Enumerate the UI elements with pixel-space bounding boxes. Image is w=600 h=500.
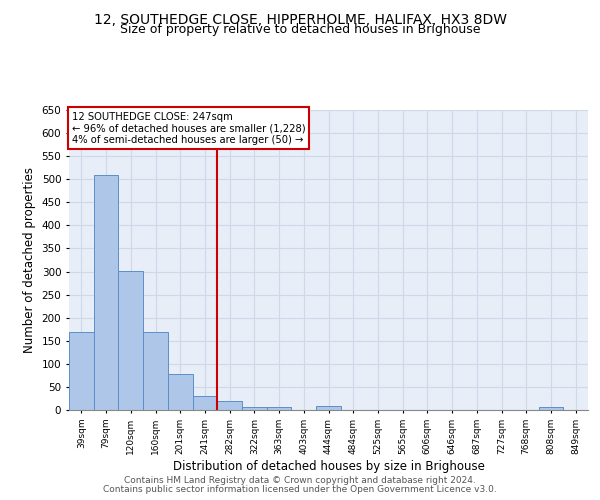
Bar	[168, 374, 193, 410]
Bar	[69, 332, 94, 410]
Y-axis label: Number of detached properties: Number of detached properties	[23, 167, 36, 353]
Bar	[267, 407, 292, 410]
Text: Size of property relative to detached houses in Brighouse: Size of property relative to detached ho…	[120, 22, 480, 36]
Bar	[118, 270, 143, 410]
Bar	[94, 174, 118, 410]
Bar	[193, 396, 217, 410]
Text: Contains public sector information licensed under the Open Government Licence v3: Contains public sector information licen…	[103, 485, 497, 494]
Bar	[316, 406, 341, 410]
Bar	[539, 407, 563, 410]
Text: 12 SOUTHEDGE CLOSE: 247sqm
← 96% of detached houses are smaller (1,228)
4% of se: 12 SOUTHEDGE CLOSE: 247sqm ← 96% of deta…	[71, 112, 305, 144]
Bar	[217, 401, 242, 410]
Text: 12, SOUTHEDGE CLOSE, HIPPERHOLME, HALIFAX, HX3 8DW: 12, SOUTHEDGE CLOSE, HIPPERHOLME, HALIFA…	[94, 12, 506, 26]
X-axis label: Distribution of detached houses by size in Brighouse: Distribution of detached houses by size …	[173, 460, 484, 472]
Text: Contains HM Land Registry data © Crown copyright and database right 2024.: Contains HM Land Registry data © Crown c…	[124, 476, 476, 485]
Bar	[242, 407, 267, 410]
Bar	[143, 332, 168, 410]
